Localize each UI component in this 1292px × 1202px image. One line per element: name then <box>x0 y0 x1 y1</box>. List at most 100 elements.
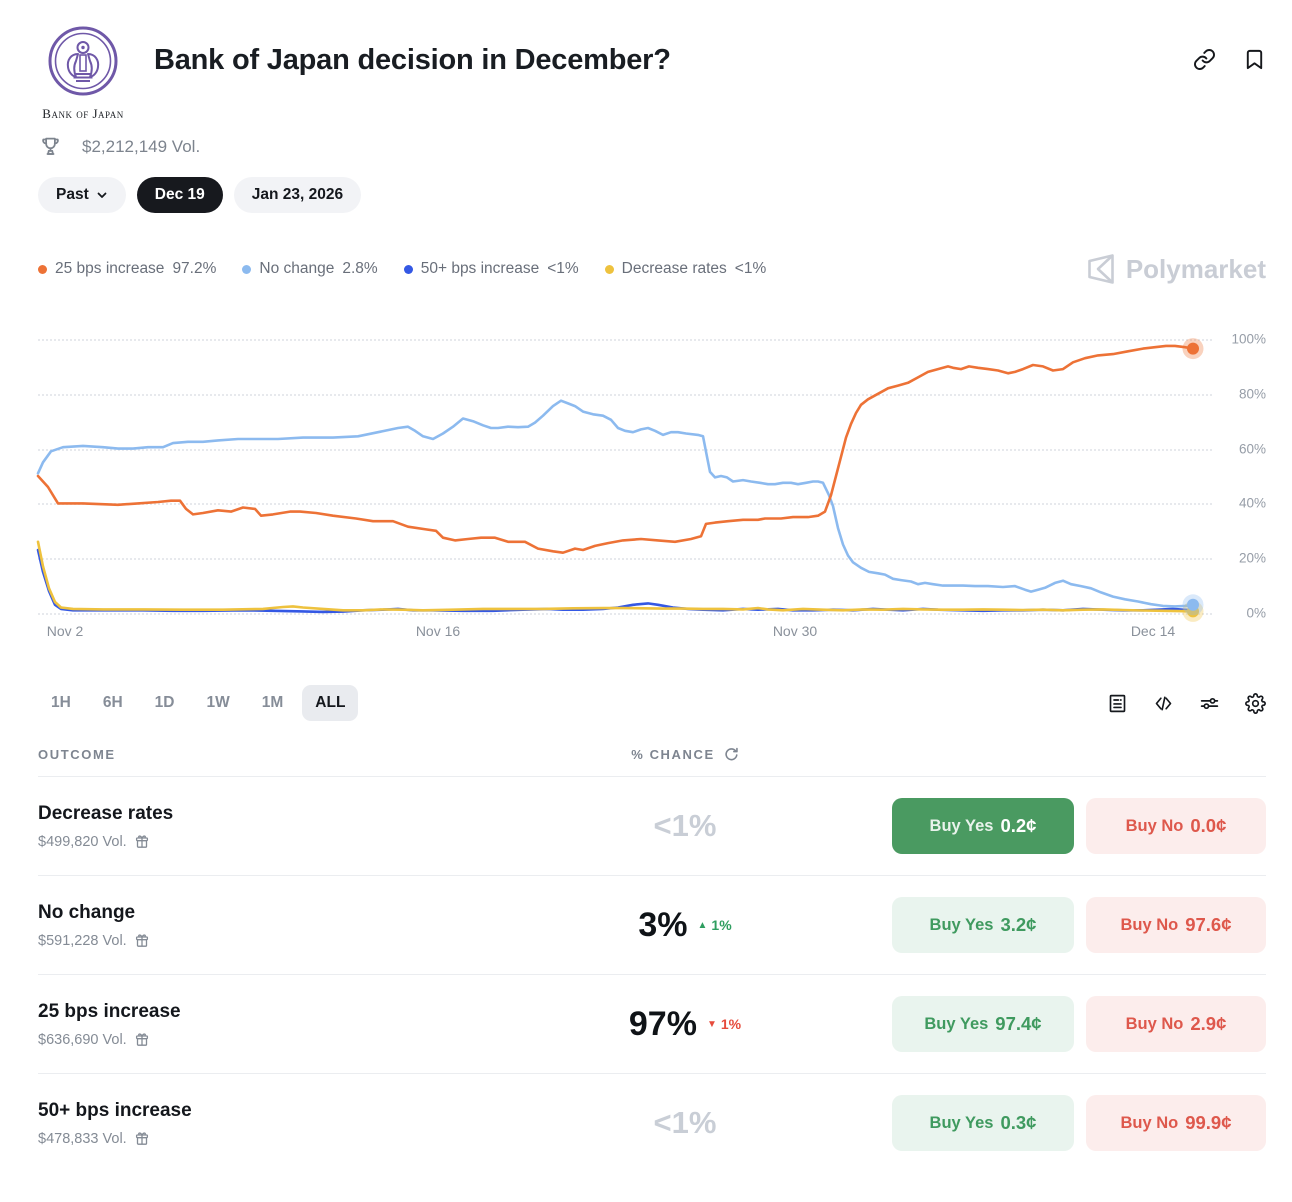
y-axis-label: 60% <box>1238 441 1266 457</box>
outcome-row-decrease-rates: Decrease rates $499,820 Vol. <1% Buy Yes… <box>38 777 1266 876</box>
gift-icon[interactable] <box>135 933 149 948</box>
bookmark-icon[interactable] <box>1243 48 1266 71</box>
refresh-icon[interactable] <box>724 747 739 762</box>
date-pill-jan-23[interactable]: Jan 23, 2026 <box>233 177 362 213</box>
chevron-down-icon <box>97 192 107 198</box>
past-dropdown[interactable]: Past <box>38 177 126 213</box>
y-axis-label: 80% <box>1238 386 1266 402</box>
trophy-icon <box>42 137 59 155</box>
outcome-volume: $499,820 Vol. <box>38 834 478 850</box>
y-axis-label: 40% <box>1238 495 1266 511</box>
gift-icon[interactable] <box>135 1131 149 1146</box>
news-icon[interactable] <box>1107 693 1128 714</box>
chance-column-header: % CHANCE <box>631 747 715 762</box>
series-line-decrease-rates <box>36 540 1195 613</box>
range-1w[interactable]: 1W <box>193 685 242 721</box>
page-title: Bank of Japan decision in December? <box>154 44 671 76</box>
chart-lines <box>36 338 1204 622</box>
volume-row: $2,212,149 Vol. <box>40 136 1266 157</box>
copy-link-icon[interactable] <box>1193 48 1216 71</box>
buy-no-button[interactable]: Buy No 0.0¢ <box>1086 798 1266 854</box>
legend-item: 50+ bps increase <1% <box>403 260 579 278</box>
chance-cell: 3% ▲ 1% <box>638 905 732 944</box>
gridline <box>38 613 1212 615</box>
gridline <box>38 393 1212 396</box>
chart-legend: 25 bps increase 97.2% No change 2.8% 50+ b… <box>38 253 1266 285</box>
x-axis-label: Nov 16 <box>415 623 461 639</box>
outcome-name: 25 bps increase <box>38 1000 181 1022</box>
outcomes-table: OUTCOME % CHANCE Decrease rates $499,820… <box>38 747 1266 1172</box>
volume-text: $2,212,149 Vol. <box>82 136 201 156</box>
legend-item: Decrease rates <1% <box>604 260 766 278</box>
polymarket-logo-icon <box>1088 254 1114 284</box>
outcome-row-25-bps-increase: 25 bps increase $636,690 Vol. 97% ▼ 1% Bu… <box>38 975 1266 1074</box>
chart-controls: 1H 6H 1D 1W 1M ALL <box>38 685 1266 721</box>
outcome-name: 50+ bps increase <box>38 1099 192 1121</box>
series-line-25-bps-increase <box>36 344 1195 554</box>
gridline <box>38 448 1212 451</box>
x-axis-label: Dec 14 <box>1130 623 1176 639</box>
table-header: OUTCOME % CHANCE <box>38 747 1266 777</box>
settings-gear-icon[interactable] <box>1245 692 1266 714</box>
buy-yes-button[interactable]: Buy Yes 0.3¢ <box>892 1095 1074 1151</box>
legend-dot <box>604 264 614 274</box>
range-all[interactable]: ALL <box>302 685 359 721</box>
buy-no-button[interactable]: Buy No 99.9¢ <box>1086 1095 1266 1151</box>
y-axis-label: 0% <box>1246 605 1266 621</box>
market-header: Bank of Japan Bank of Japan decision in … <box>38 24 1266 122</box>
logo-caption: Bank of Japan <box>42 106 124 121</box>
gridline <box>38 503 1212 506</box>
y-axis-label: 100% <box>1231 331 1266 347</box>
x-axis-label: Nov 2 <box>46 623 84 639</box>
legend-dot <box>38 264 47 274</box>
range-1m[interactable]: 1M <box>249 685 297 721</box>
market-logo: Bank of Japan <box>38 24 128 122</box>
buy-no-button[interactable]: Buy No 97.6¢ <box>1086 897 1266 953</box>
series-line-no-change <box>36 399 1195 608</box>
chance-delta: ▼ 1% <box>706 1016 742 1032</box>
chart-toolbar <box>1107 692 1266 714</box>
chance-cell: <1% <box>653 808 717 843</box>
probability-chart[interactable]: 100% 80% 60% 40% 20% 0% Nov 2 Nov 16 Nov 30 Dec 1… <box>36 323 1266 655</box>
range-6h[interactable]: 6H <box>90 685 136 721</box>
outcome-volume: $636,690 Vol. <box>38 1032 478 1048</box>
date-pill-dec-19[interactable]: Dec 19 <box>136 177 223 213</box>
bank-of-japan-logo-icon <box>48 26 118 96</box>
time-range-group: 1H 6H 1D 1W 1M ALL <box>38 685 359 721</box>
chance-delta: ▲ 1% <box>697 917 732 933</box>
sliders-icon[interactable] <box>1199 693 1220 714</box>
gridline <box>38 558 1212 561</box>
outcome-volume: $478,833 Vol. <box>38 1131 478 1147</box>
outcome-name: Decrease rates <box>38 802 174 824</box>
chance-cell: 97% ▼ 1% <box>628 1004 742 1043</box>
y-axis-label: 20% <box>1238 550 1266 566</box>
outcome-row-no-change: No change $591,228 Vol. 3% ▲ 1% Buy Yes 3.… <box>38 876 1266 975</box>
series-line-50-bps-increase <box>36 548 1195 614</box>
legend-item: 25 bps increase 97.2% <box>38 260 216 278</box>
chance-cell: <1% <box>653 1105 717 1140</box>
polymarket-watermark: Polymarket <box>1086 253 1266 285</box>
range-1d[interactable]: 1D <box>142 685 188 721</box>
end-marker-25-bps-increase <box>1187 342 1199 355</box>
buy-yes-button[interactable]: Buy Yes 3.2¢ <box>892 897 1074 953</box>
buy-yes-button[interactable]: Buy Yes 97.4¢ <box>892 996 1074 1052</box>
legend-dot <box>403 264 413 274</box>
x-axis-label: Nov 30 <box>772 623 818 639</box>
buy-no-button[interactable]: Buy No 2.9¢ <box>1086 996 1266 1052</box>
header-actions <box>1193 48 1266 71</box>
end-marker-no-change <box>1187 598 1199 611</box>
outcome-name: No change <box>38 901 136 923</box>
legend-item: No change 2.8% <box>242 260 378 278</box>
outcome-volume: $591,228 Vol. <box>38 933 478 949</box>
gridline <box>38 339 1212 341</box>
outcome-column-header: OUTCOME <box>38 747 116 762</box>
date-pills: Past Dec 19 Jan 23, 2026 <box>38 177 1266 213</box>
legend-dot <box>242 264 252 274</box>
outcome-row-50-bps-increase: 50+ bps increase $478,833 Vol. <1% Buy Y… <box>38 1074 1266 1172</box>
gift-icon[interactable] <box>135 834 149 849</box>
embed-code-icon[interactable] <box>1153 693 1174 714</box>
gift-icon[interactable] <box>135 1032 149 1047</box>
buy-yes-button[interactable]: Buy Yes 0.2¢ <box>892 798 1074 854</box>
range-1h[interactable]: 1H <box>38 685 84 721</box>
